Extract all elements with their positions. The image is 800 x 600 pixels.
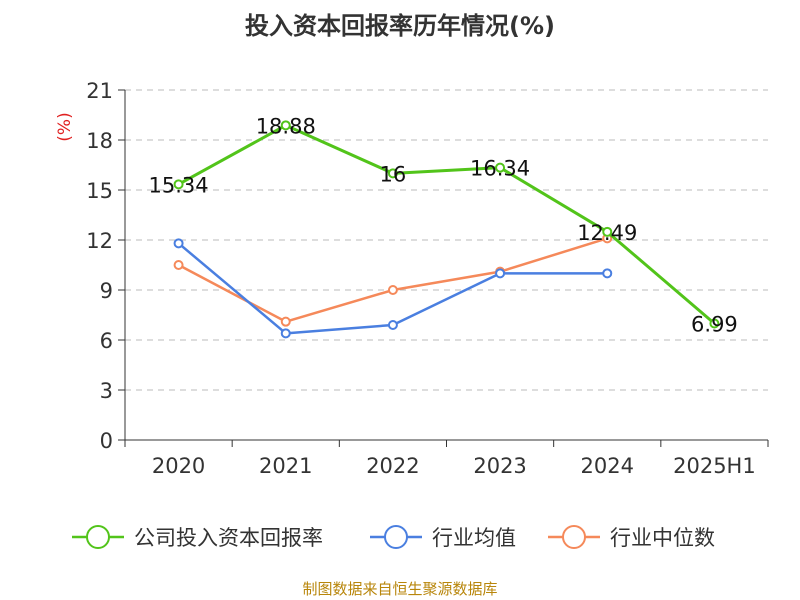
y-tick-label: 3 bbox=[100, 379, 113, 403]
data-point bbox=[387, 320, 398, 330]
chart-title: 投入资本回报率历年情况(%) bbox=[245, 12, 555, 40]
data-point bbox=[602, 268, 613, 279]
y-tick-label: 6 bbox=[100, 329, 113, 353]
series-line-2 bbox=[177, 237, 608, 323]
data-point bbox=[495, 162, 506, 173]
data-point bbox=[173, 179, 184, 190]
legend-label: 公司投入资本回报率 bbox=[134, 526, 323, 550]
data-point bbox=[387, 168, 398, 179]
x-tick-label: 2025H1 bbox=[673, 454, 756, 478]
data-label: 12.49 bbox=[577, 221, 637, 245]
data-point bbox=[280, 316, 291, 327]
data-label: 16 bbox=[380, 162, 407, 186]
data-label: 15.34 bbox=[149, 173, 209, 197]
y-tick-label: 21 bbox=[86, 79, 113, 103]
x-tick-label: 2022 bbox=[366, 454, 419, 478]
data-label: 16.34 bbox=[470, 157, 530, 181]
data-point bbox=[495, 268, 506, 279]
y-tick-label: 12 bbox=[86, 229, 113, 253]
y-axis-label: (%) bbox=[55, 112, 75, 141]
data-point bbox=[709, 318, 720, 329]
legend-marker bbox=[86, 525, 110, 549]
x-tick-label: 2021 bbox=[259, 454, 312, 478]
x-tick-label: 2024 bbox=[581, 454, 634, 478]
data-label: 18.88 bbox=[256, 114, 316, 138]
legend-marker bbox=[562, 525, 586, 549]
series-line-0 bbox=[177, 123, 716, 325]
data-point bbox=[280, 120, 291, 131]
legend-marker bbox=[384, 525, 408, 549]
y-tick-label: 0 bbox=[100, 429, 113, 453]
x-tick-label: 2020 bbox=[152, 454, 205, 478]
legend-label: 行业均值 bbox=[432, 526, 516, 550]
data-point bbox=[280, 328, 291, 339]
y-tick-label: 18 bbox=[86, 129, 113, 153]
y-tick-label: 9 bbox=[100, 279, 113, 303]
source-note: 制图数据来自恒生聚源数据库 bbox=[302, 580, 498, 598]
x-tick-label: 2023 bbox=[473, 454, 526, 478]
data-point bbox=[173, 238, 184, 249]
legend-label: 行业中位数 bbox=[610, 526, 715, 550]
data-point bbox=[602, 226, 613, 237]
y-tick-label: 15 bbox=[86, 179, 113, 203]
data-point bbox=[387, 285, 398, 295]
data-label: 6.99 bbox=[691, 313, 738, 337]
data-point bbox=[173, 260, 184, 270]
